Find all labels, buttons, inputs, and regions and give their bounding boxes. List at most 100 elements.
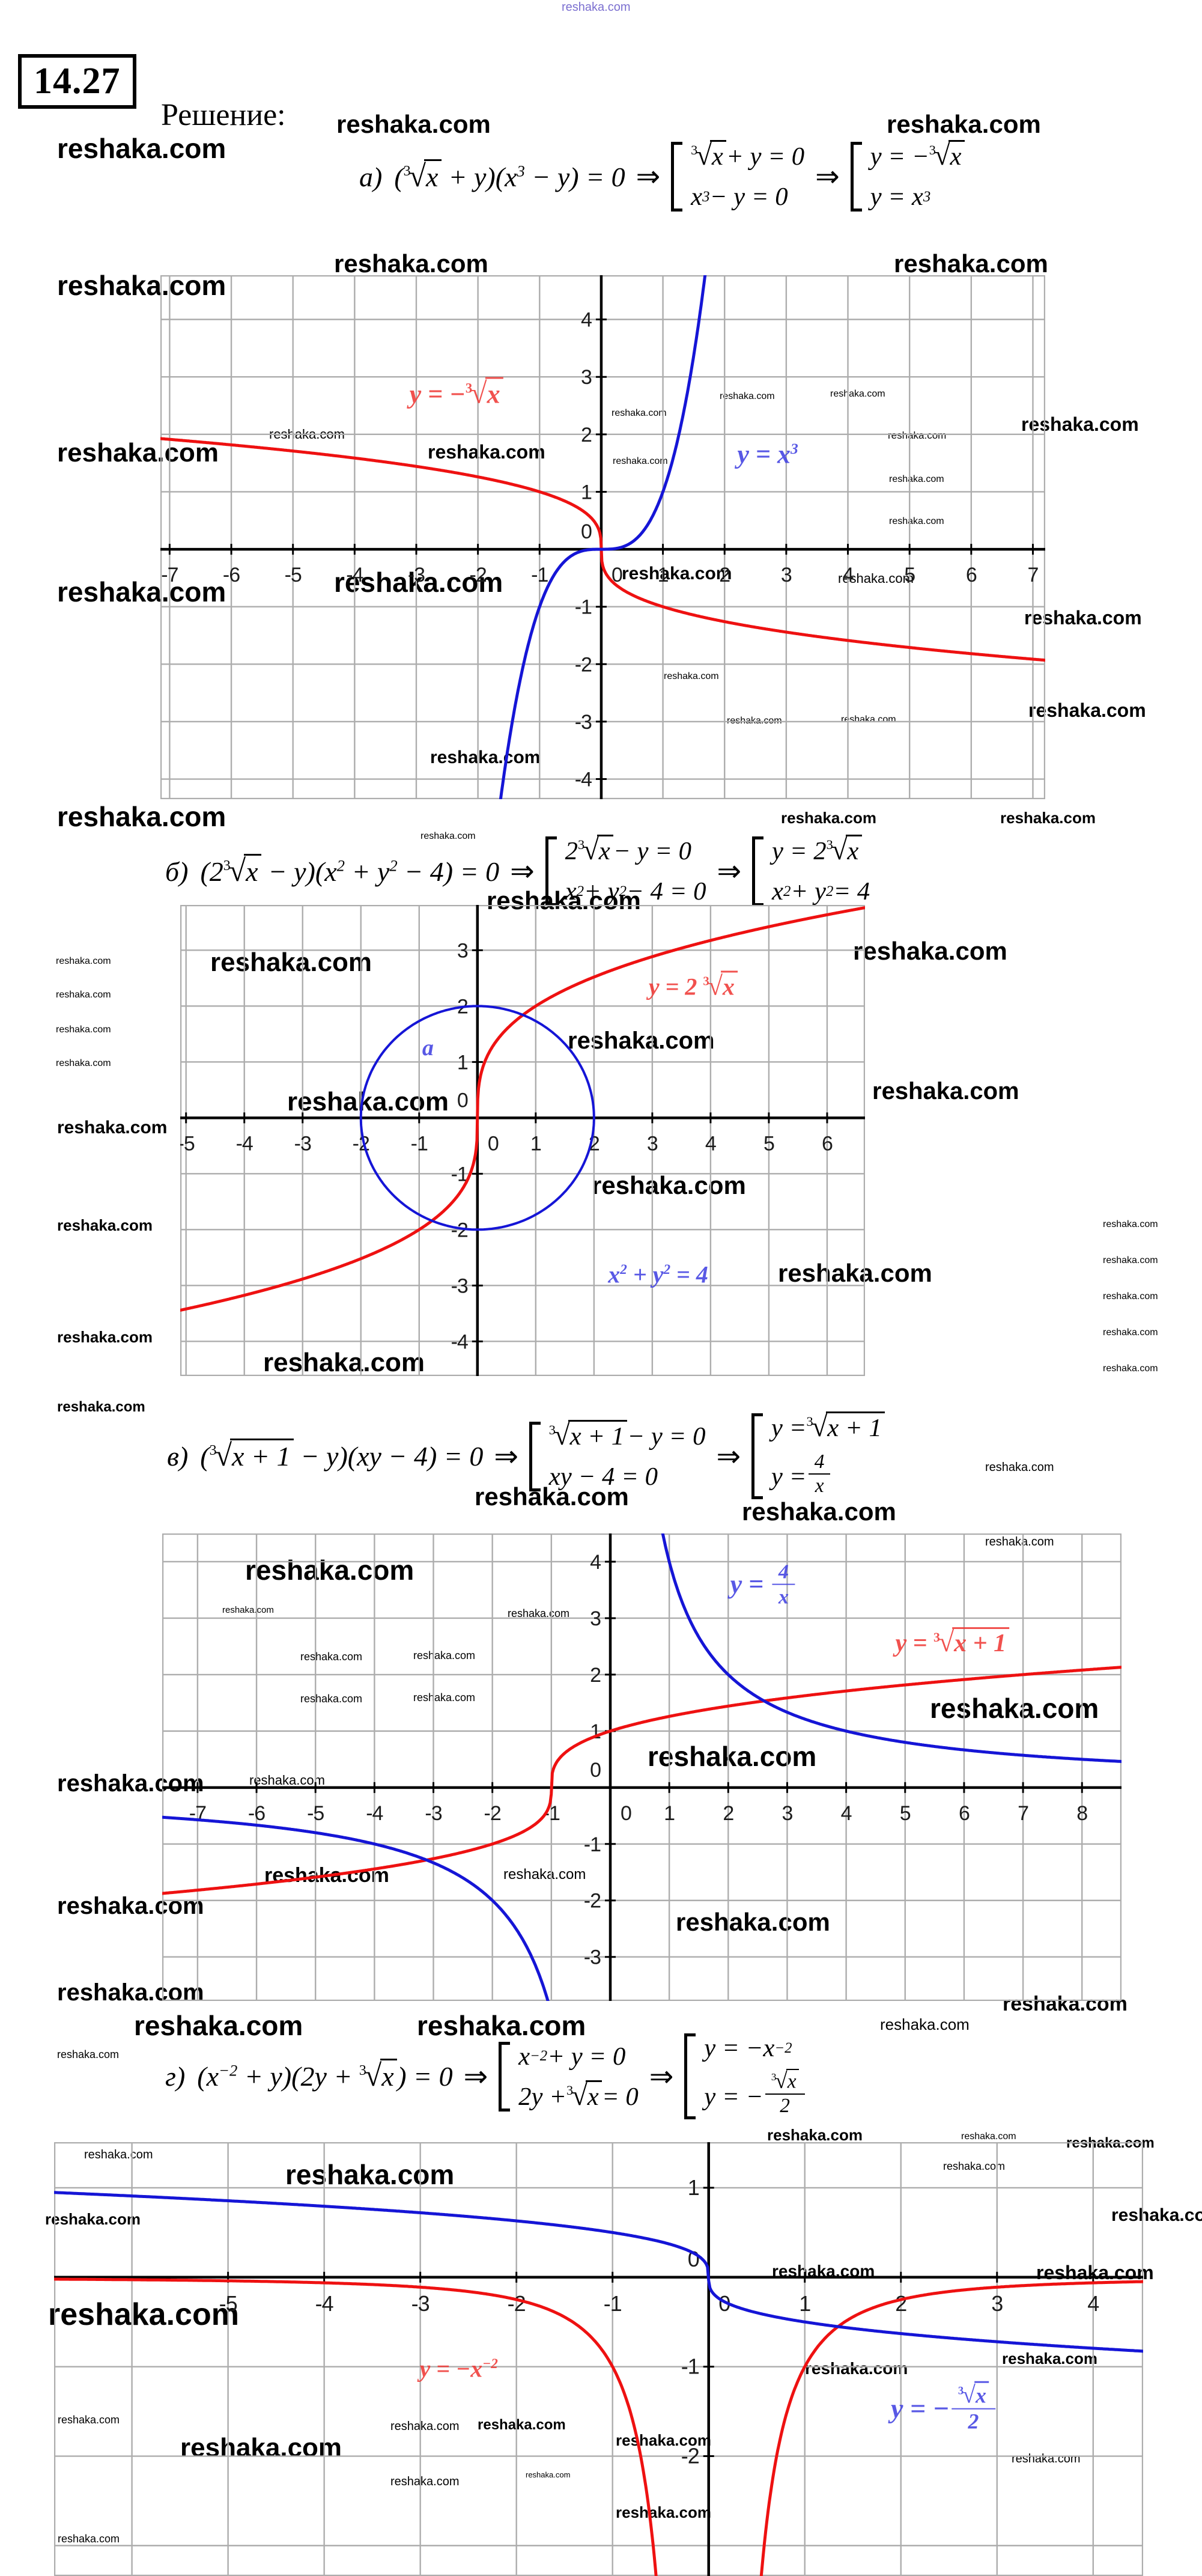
system-row: x −2 + y = 0 xyxy=(518,2042,626,2071)
svg-text:-6: -6 xyxy=(223,564,240,586)
svg-text:3: 3 xyxy=(647,1132,658,1155)
svg-text:3: 3 xyxy=(781,564,792,586)
svg-text:8: 8 xyxy=(1076,1802,1087,1825)
curve y = 2∛x xyxy=(180,906,865,1312)
watermark: reshaka.com xyxy=(676,1908,830,1936)
watermark: reshaka.com xyxy=(1111,2205,1202,2225)
svg-text:-3: -3 xyxy=(425,1802,442,1825)
svg-text:6: 6 xyxy=(966,564,977,586)
watermark: reshaka.com xyxy=(1028,699,1146,721)
svg-text:-2: -2 xyxy=(470,564,487,586)
svg-text:3: 3 xyxy=(590,1607,601,1630)
implies-arrow-icon: ⇒ xyxy=(649,2060,674,2093)
svg-text:0: 0 xyxy=(581,520,592,543)
watermark: reshaka.com xyxy=(134,2010,303,2041)
watermark: reshaka.com xyxy=(48,2297,239,2332)
grid xyxy=(54,2142,1143,2576)
problem-number-box: 14.27 xyxy=(18,54,136,109)
watermark: reshaka.com xyxy=(57,1328,153,1346)
watermark: reshaka.com xyxy=(526,2470,571,2479)
watermark: reshaka.com xyxy=(894,249,1048,278)
svg-text:-1: -1 xyxy=(604,2291,622,2316)
curve-label: y = −x−2 xyxy=(419,2355,498,2383)
svg-text:1: 1 xyxy=(581,481,592,504)
equation-part-b: б) (23√x − y)(x2 + y2 − 4) = 0 ⇒ 2 3√x − y =… xyxy=(165,835,870,906)
svg-text:-3: -3 xyxy=(451,1274,468,1297)
svg-text:1: 1 xyxy=(688,2175,699,2200)
watermark: reshaka.com xyxy=(417,2010,586,2041)
watermark: reshaka.com xyxy=(888,430,947,441)
svg-text:-6: -6 xyxy=(248,1802,265,1825)
watermark: reshaka.com xyxy=(720,391,775,401)
watermark: reshaka.com xyxy=(285,2159,455,2190)
svg-text:-3: -3 xyxy=(411,2291,430,2316)
system-row: y = 3√x + 1 xyxy=(771,1411,885,1443)
system-bracket xyxy=(684,2033,696,2120)
watermark: reshaka.com xyxy=(84,2148,153,2161)
watermark: reshaka.com xyxy=(56,956,111,966)
system-bracket xyxy=(499,2041,511,2112)
cube-root: 3√x + 1 xyxy=(210,1439,294,1472)
axes xyxy=(162,1533,1122,2001)
svg-text:2: 2 xyxy=(723,1802,733,1825)
svg-text:-2: -2 xyxy=(508,2291,526,2316)
watermark: reshaka.com xyxy=(57,438,219,467)
watermark: reshaka.com xyxy=(420,831,476,841)
svg-text:-5: -5 xyxy=(285,564,302,586)
curve-label: x2 + y2 = 4 xyxy=(608,1261,708,1288)
curve-label: y = x3 xyxy=(737,439,798,469)
curve y = 4/x xyxy=(661,1533,1122,1763)
watermark: reshaka.com xyxy=(887,110,1041,138)
watermark: reshaka.com xyxy=(767,2126,863,2144)
svg-text:4: 4 xyxy=(705,1132,716,1155)
watermark: reshaka.com xyxy=(880,2015,970,2033)
svg-text:-2: -2 xyxy=(484,1802,501,1825)
svg-text:3: 3 xyxy=(581,366,592,389)
watermark: reshaka.com xyxy=(249,1773,325,1788)
svg-text:-4: -4 xyxy=(366,1802,383,1825)
svg-text:1: 1 xyxy=(664,1802,675,1825)
svg-text:-3: -3 xyxy=(575,711,592,734)
cube-root: 3√x xyxy=(466,377,503,409)
svg-text:1: 1 xyxy=(530,1132,541,1155)
svg-text:-2: -2 xyxy=(681,2444,699,2468)
watermark: reshaka.com xyxy=(1036,2262,1154,2283)
curves xyxy=(160,275,1045,799)
watermark: reshaka.com xyxy=(56,1058,111,1068)
part-label: г) xyxy=(165,2061,186,2092)
cube-root: 3√x xyxy=(691,140,726,171)
watermark: reshaka.com xyxy=(1024,607,1142,629)
system-row: y = −3√x xyxy=(870,140,965,171)
tick-labels: -7 -6 -5 -4 -3 -2 -1 0 1 2 3 4 5 6 7 4 3 2 1 0 -1 -2 -3 -4 xyxy=(161,309,1039,791)
watermark: reshaka.com xyxy=(622,564,732,583)
problem-number: 14.27 xyxy=(34,61,121,102)
svg-text:5: 5 xyxy=(900,1802,911,1825)
equation-system: 3√x + 1 − y = 0 xy − 4 = 0 xyxy=(529,1419,705,1491)
watermark: reshaka.com xyxy=(1021,413,1139,435)
system-row: y = −3√x 2 xyxy=(704,2069,807,2119)
cube-root: 3√x xyxy=(404,159,442,192)
svg-text:7: 7 xyxy=(1018,1802,1028,1825)
system-row: y = 2 3√x xyxy=(772,835,870,866)
watermark: reshaka.com xyxy=(562,1,631,14)
watermark: reshaka.com xyxy=(1002,2349,1097,2367)
watermark: reshaka.com xyxy=(943,2160,1006,2172)
watermark: reshaka.com xyxy=(612,408,667,418)
cube-root: 3√x xyxy=(223,853,262,887)
svg-text:2: 2 xyxy=(895,2291,906,2316)
svg-text:-3: -3 xyxy=(294,1132,311,1155)
svg-text:-1: -1 xyxy=(681,2354,699,2379)
svg-text:-3: -3 xyxy=(408,564,425,586)
watermark: reshaka.com xyxy=(45,2210,141,2228)
watermark: reshaka.com xyxy=(568,1028,715,1054)
watermark: reshaka.com xyxy=(58,2414,120,2426)
watermark: reshaka.com xyxy=(413,1649,476,1661)
implies-arrow-icon: ⇒ xyxy=(494,1440,518,1473)
watermark: reshaka.com xyxy=(1000,809,1096,827)
implies-arrow-icon: ⇒ xyxy=(636,161,661,193)
